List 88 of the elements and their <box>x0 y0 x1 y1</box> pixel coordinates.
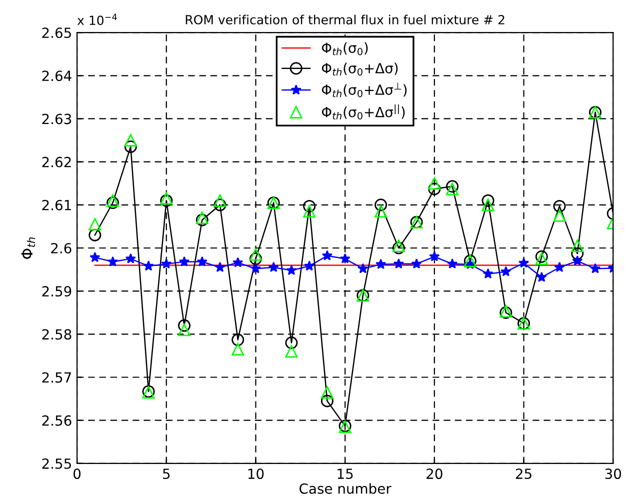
point <box>446 180 459 193</box>
y-tick-label: 2.65 <box>42 28 71 38</box>
legend-label: Φ$_{th}$(σ$_{0}$+Δσ$^{⊥}$) <box>322 82 407 98</box>
text: x 10$^{−4}$ <box>77 14 117 26</box>
point <box>304 260 315 271</box>
point <box>286 264 297 276</box>
point <box>303 205 316 218</box>
chart-title: ROM verification of thermal flux in fuel mixture # 2 <box>186 14 504 24</box>
point <box>446 182 459 196</box>
point <box>285 336 298 350</box>
y-tick-label: 2.64 <box>42 70 72 82</box>
y-tick-label: 2.62 <box>42 156 71 168</box>
point <box>196 256 208 266</box>
point <box>374 205 388 218</box>
point <box>214 198 226 212</box>
point <box>249 248 262 261</box>
point <box>535 250 548 263</box>
x-tick-label: 25 <box>516 468 532 480</box>
x-tick-label: 30 <box>605 468 622 480</box>
x-tick-label: 0 <box>74 468 81 480</box>
y-tick-label: 2.6 <box>51 242 72 254</box>
point <box>358 263 368 274</box>
x-tick-label: 10 <box>248 468 264 480</box>
legend-label: Φ$_{th}$(σ$_{0}$+Δσ$^{||}$) <box>322 104 405 120</box>
y-tick-label: 2.63 <box>42 114 72 124</box>
point <box>124 140 137 153</box>
point <box>285 345 298 358</box>
point <box>374 198 388 212</box>
point <box>428 177 441 190</box>
point <box>303 200 316 212</box>
x-tick-label: 20 <box>426 468 442 480</box>
point <box>214 262 226 272</box>
point <box>250 263 262 274</box>
y-tick-label: 2.56 <box>42 415 72 426</box>
point <box>572 255 583 266</box>
point <box>411 258 422 269</box>
y-tick-label: 2.61 <box>42 200 71 210</box>
point <box>554 262 565 272</box>
point <box>590 263 601 274</box>
point <box>161 258 172 269</box>
y-tick-label: 2.59 <box>42 286 72 297</box>
point <box>340 253 350 264</box>
x-tick-label: 5 <box>163 468 170 480</box>
point <box>482 268 494 278</box>
y-tick-label: 2.55 <box>42 458 71 469</box>
point <box>106 194 120 207</box>
point <box>428 182 441 196</box>
x-axis-title: Case number <box>300 483 392 494</box>
point <box>232 342 244 356</box>
x-tick-label: 15 <box>338 468 353 480</box>
point <box>125 253 136 264</box>
point <box>571 240 584 252</box>
point <box>429 251 440 262</box>
point <box>553 200 566 212</box>
point <box>268 262 279 272</box>
point <box>375 258 386 269</box>
point <box>214 194 226 207</box>
point <box>249 252 262 266</box>
point <box>124 134 137 147</box>
point <box>320 394 334 408</box>
y-axis-title: Φ$_{th}$ <box>21 237 36 259</box>
point <box>90 252 100 262</box>
point <box>322 250 333 260</box>
legend-label: Φ$_{th}$(σ$_{0}$) <box>322 42 368 56</box>
point <box>482 198 494 212</box>
point <box>518 258 530 268</box>
point <box>106 196 120 210</box>
y-tick-label: 2.57 <box>42 372 71 383</box>
legend-label: Φ$_{th}$(σ$_{0}$+Δσ) <box>322 62 398 76</box>
point <box>178 256 190 266</box>
point <box>393 258 404 269</box>
point <box>320 386 334 399</box>
point <box>88 228 102 242</box>
point <box>536 272 547 282</box>
point <box>143 260 154 271</box>
point <box>446 258 458 269</box>
point <box>88 218 102 231</box>
point <box>107 256 118 266</box>
point <box>535 252 548 266</box>
point <box>232 334 244 346</box>
y-tick-label: 2.58 <box>42 329 72 340</box>
point <box>500 266 512 276</box>
point <box>232 257 244 268</box>
point <box>178 324 191 336</box>
point <box>178 319 191 332</box>
point <box>571 247 584 260</box>
point <box>482 194 494 207</box>
point <box>553 209 566 222</box>
